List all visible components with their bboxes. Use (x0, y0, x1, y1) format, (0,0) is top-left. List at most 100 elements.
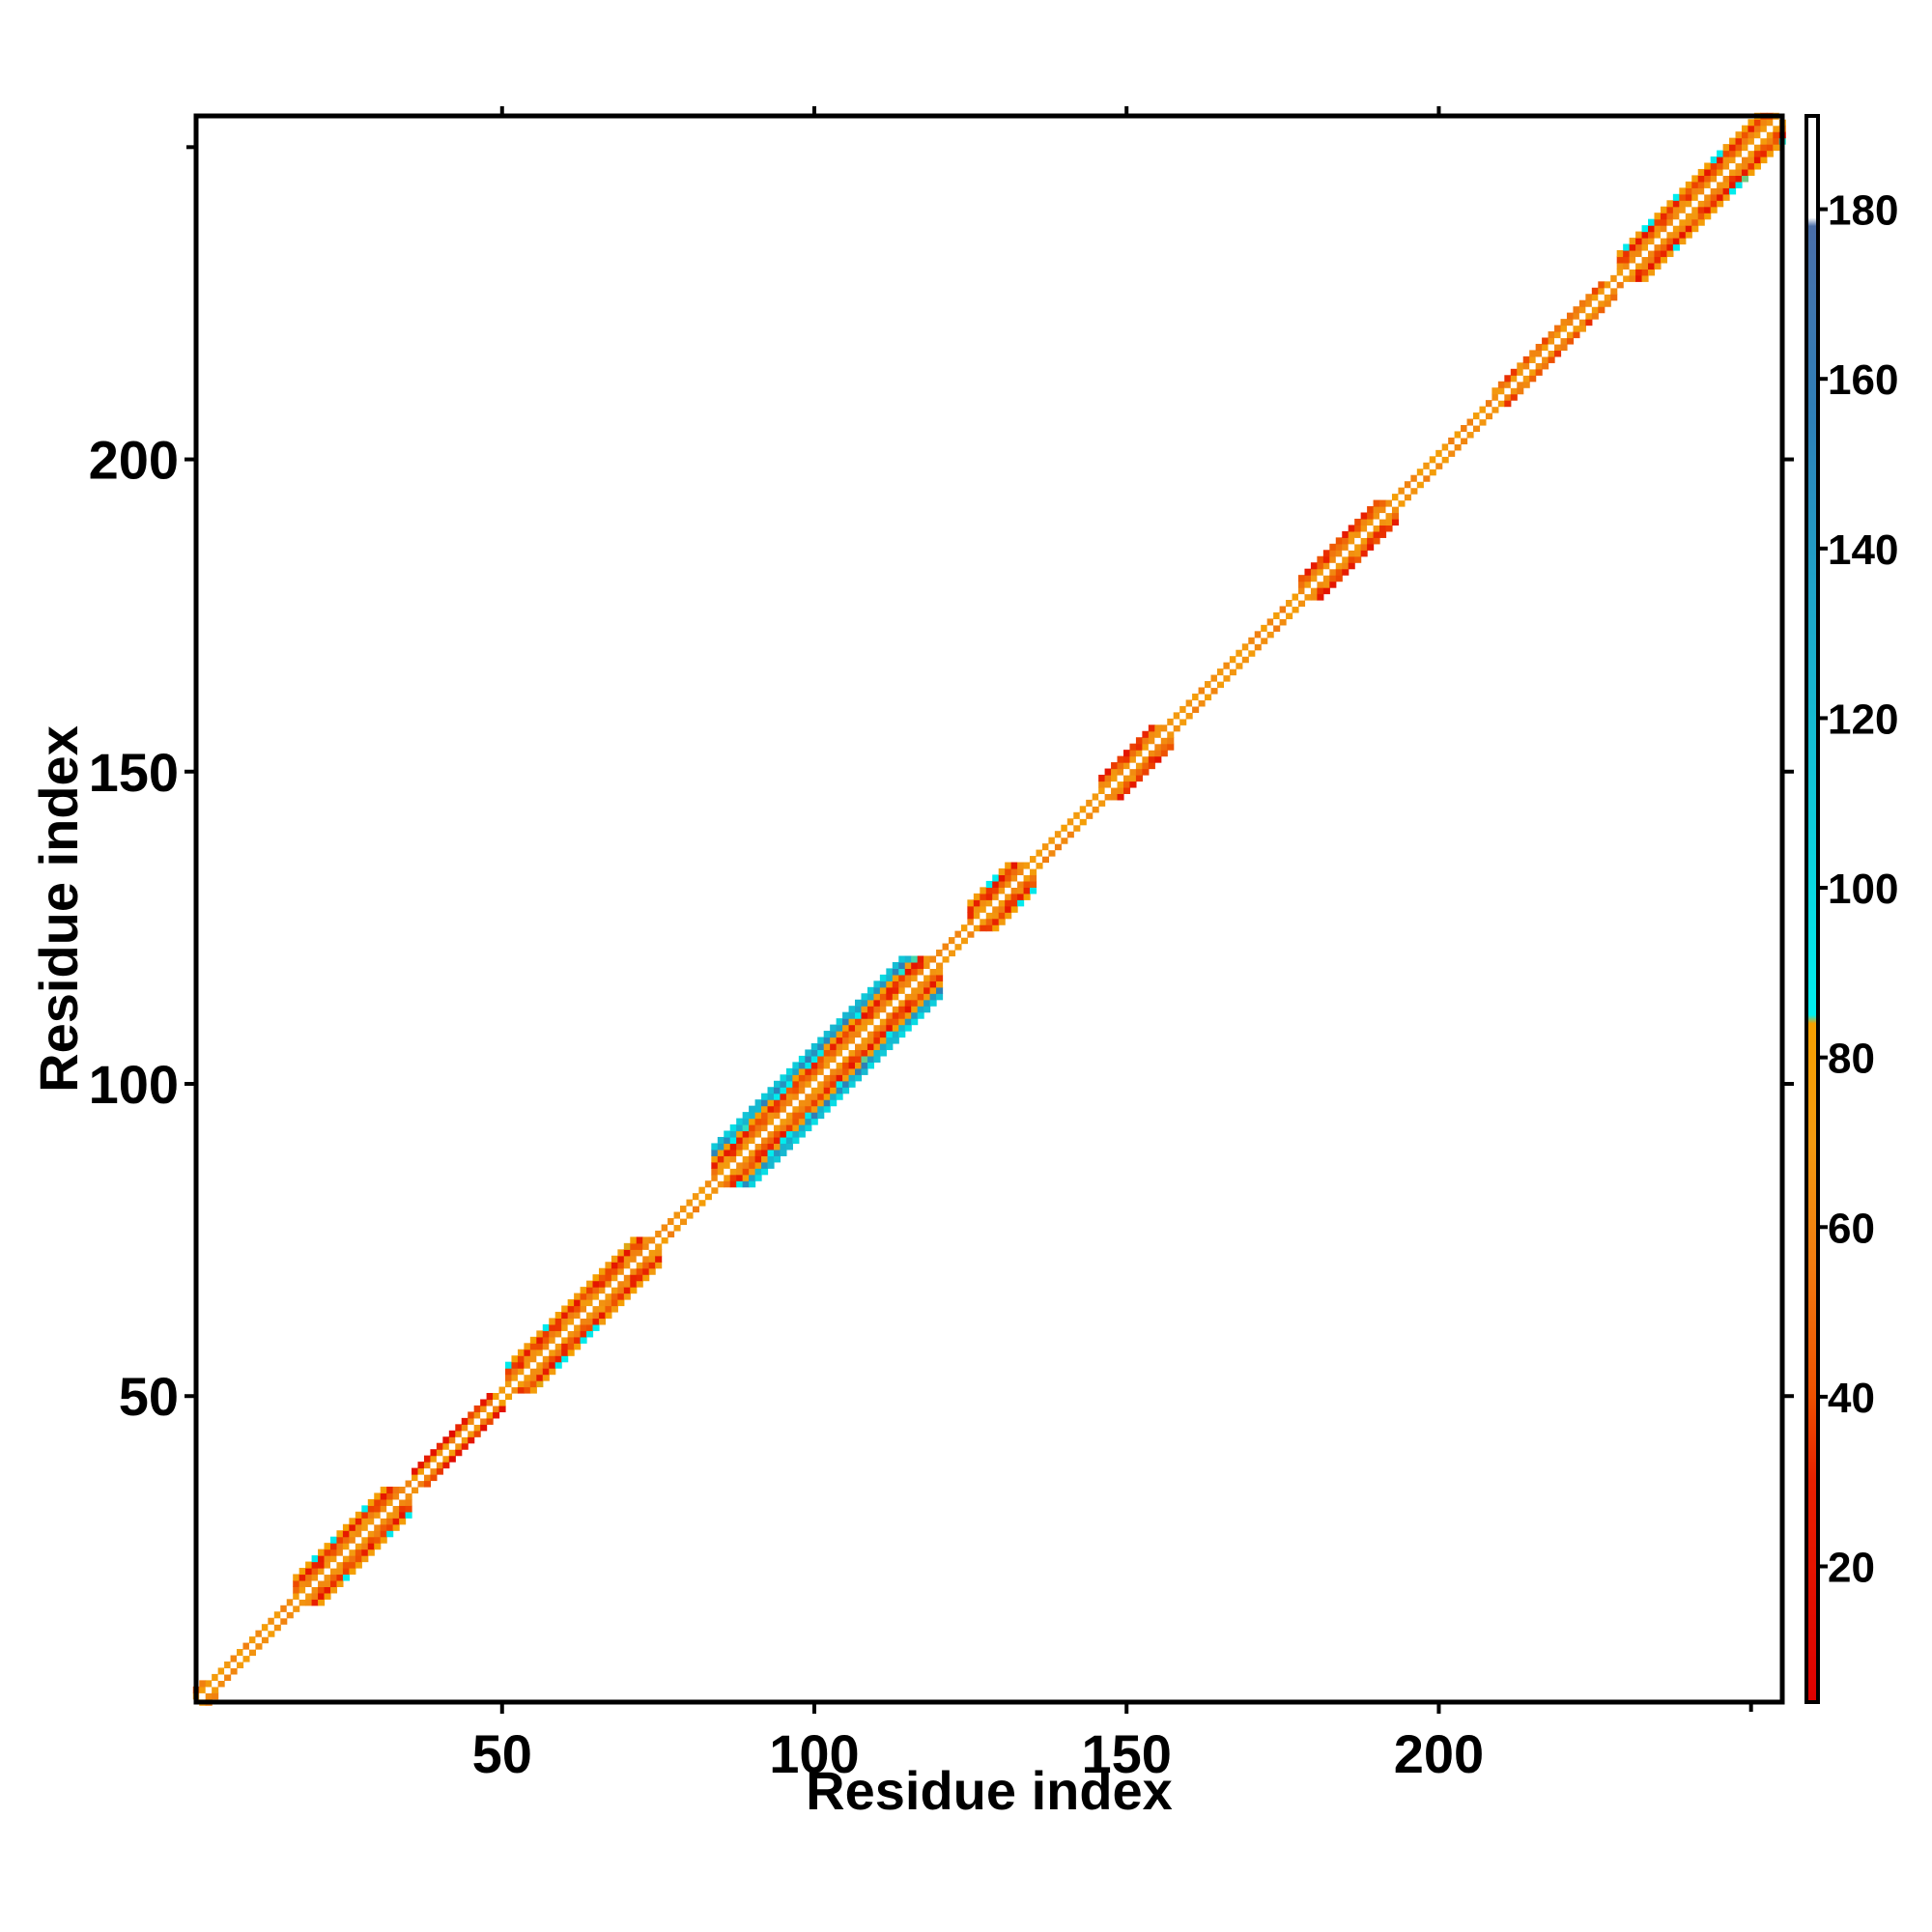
heatmap-cell (1198, 693, 1206, 701)
heatmap-cell (1648, 238, 1656, 245)
heatmap-cell (736, 1168, 744, 1176)
heatmap-cell (436, 1449, 443, 1457)
heatmap-cell (904, 1024, 912, 1032)
heatmap-cell (742, 1136, 750, 1145)
heatmap-cell (861, 1049, 868, 1057)
heatmap-cell (574, 1299, 582, 1307)
heatmap-cell (805, 1093, 812, 1100)
heatmap-cell (817, 1087, 825, 1094)
heatmap-cell (742, 1168, 750, 1176)
heatmap-cell (830, 1037, 838, 1044)
heatmap-cell (1005, 912, 1012, 920)
heatmap-cell (692, 1206, 699, 1213)
heatmap-cell (1753, 137, 1761, 145)
heatmap-cell (630, 1236, 638, 1244)
heatmap-cell (1322, 581, 1330, 588)
heatmap-cell (879, 980, 887, 988)
heatmap-cell (1679, 218, 1687, 226)
heatmap-cell (374, 1505, 382, 1513)
heatmap-cell (605, 1262, 612, 1269)
heatmap-cell (1129, 781, 1137, 788)
heatmap-cell (1497, 400, 1505, 408)
heatmap-cell (498, 1399, 506, 1406)
y-tick-label: 50 (119, 1366, 179, 1427)
heatmap-cell (1205, 681, 1212, 689)
heatmap-cell (879, 1006, 887, 1013)
heatmap-cell (461, 1424, 469, 1432)
heatmap-cell (855, 1074, 863, 1082)
heatmap-cell (1704, 200, 1712, 208)
heatmap-cell (855, 1042, 863, 1051)
heatmap-cell (792, 1118, 800, 1125)
heatmap-cell (1385, 525, 1393, 532)
heatmap-cell (1666, 231, 1674, 239)
heatmap-cell (861, 1018, 868, 1026)
heatmap-cell (486, 1399, 494, 1406)
heatmap-cell (792, 1124, 800, 1132)
heatmap-cell (293, 1574, 300, 1581)
heatmap-cell (655, 1230, 663, 1237)
heatmap-cell (561, 1311, 569, 1320)
heatmap-cell (1641, 269, 1649, 276)
heatmap-cell (879, 993, 887, 1001)
heatmap-cell (386, 1486, 394, 1494)
heatmap-cell (1735, 144, 1743, 152)
heatmap-cell (1010, 887, 1018, 895)
heatmap-cell (873, 1049, 881, 1057)
heatmap-cell (954, 937, 962, 945)
heatmap-cell (648, 1267, 656, 1275)
heatmap-cell (780, 1143, 787, 1151)
heatmap-cell (598, 1305, 607, 1313)
heatmap-cell (605, 1305, 612, 1313)
heatmap-cell (1173, 724, 1180, 732)
heatmap-cell (361, 1543, 369, 1550)
heatmap-cell (1641, 249, 1649, 258)
heatmap-cell (305, 1586, 313, 1594)
heatmap-cell (686, 1199, 694, 1207)
heatmap-cell (780, 1136, 787, 1145)
heatmap-cell (318, 1561, 326, 1569)
heatmap-cell (1573, 325, 1580, 332)
heatmap-cell (1342, 537, 1350, 545)
heatmap-cell (792, 1087, 800, 1094)
heatmap-cell (529, 1386, 537, 1394)
heatmap-cell (554, 1311, 562, 1320)
heatmap-cell (967, 930, 975, 938)
heatmap-cell (448, 1455, 456, 1463)
heatmap-cell (1554, 343, 1562, 352)
heatmap-cell (1010, 893, 1018, 900)
heatmap-cell (867, 993, 874, 1001)
heatmap-cell (861, 1024, 868, 1032)
heatmap-cell (293, 1599, 300, 1606)
heatmap-cell (1629, 256, 1636, 264)
heatmap-cell (448, 1436, 456, 1444)
colorbar-tick-label: 140 (1828, 526, 1898, 574)
heatmap-cell (892, 1031, 899, 1038)
heatmap-cell (386, 1498, 394, 1506)
heatmap-cell (1279, 611, 1287, 619)
heatmap-cell (224, 1661, 232, 1669)
heatmap-cell (611, 1274, 618, 1282)
heatmap-cell (617, 1262, 625, 1269)
heatmap-cell (324, 1543, 331, 1550)
heatmap-cell (1517, 381, 1524, 388)
heatmap-cell (810, 1049, 818, 1057)
heatmap-cell (486, 1417, 494, 1425)
heatmap-cell (1086, 811, 1094, 819)
heatmap-cell (442, 1462, 450, 1469)
heatmap-cell (1666, 238, 1674, 245)
heatmap-cell (1142, 762, 1150, 770)
heatmap-cell (1098, 799, 1106, 807)
heatmap-cell (848, 1042, 856, 1051)
heatmap-cell (1317, 581, 1324, 588)
heatmap-cell (873, 999, 881, 1007)
heatmap-cell (542, 1355, 550, 1363)
heatmap-cell (498, 1393, 506, 1401)
heatmap-cell (1398, 487, 1406, 495)
heatmap-cell (861, 1011, 868, 1019)
heatmap-cell (623, 1249, 631, 1257)
heatmap-cell (780, 1130, 787, 1138)
heatmap-cell (1623, 262, 1631, 270)
heatmap-cell (830, 1093, 838, 1100)
heatmap-cell (1373, 518, 1380, 526)
